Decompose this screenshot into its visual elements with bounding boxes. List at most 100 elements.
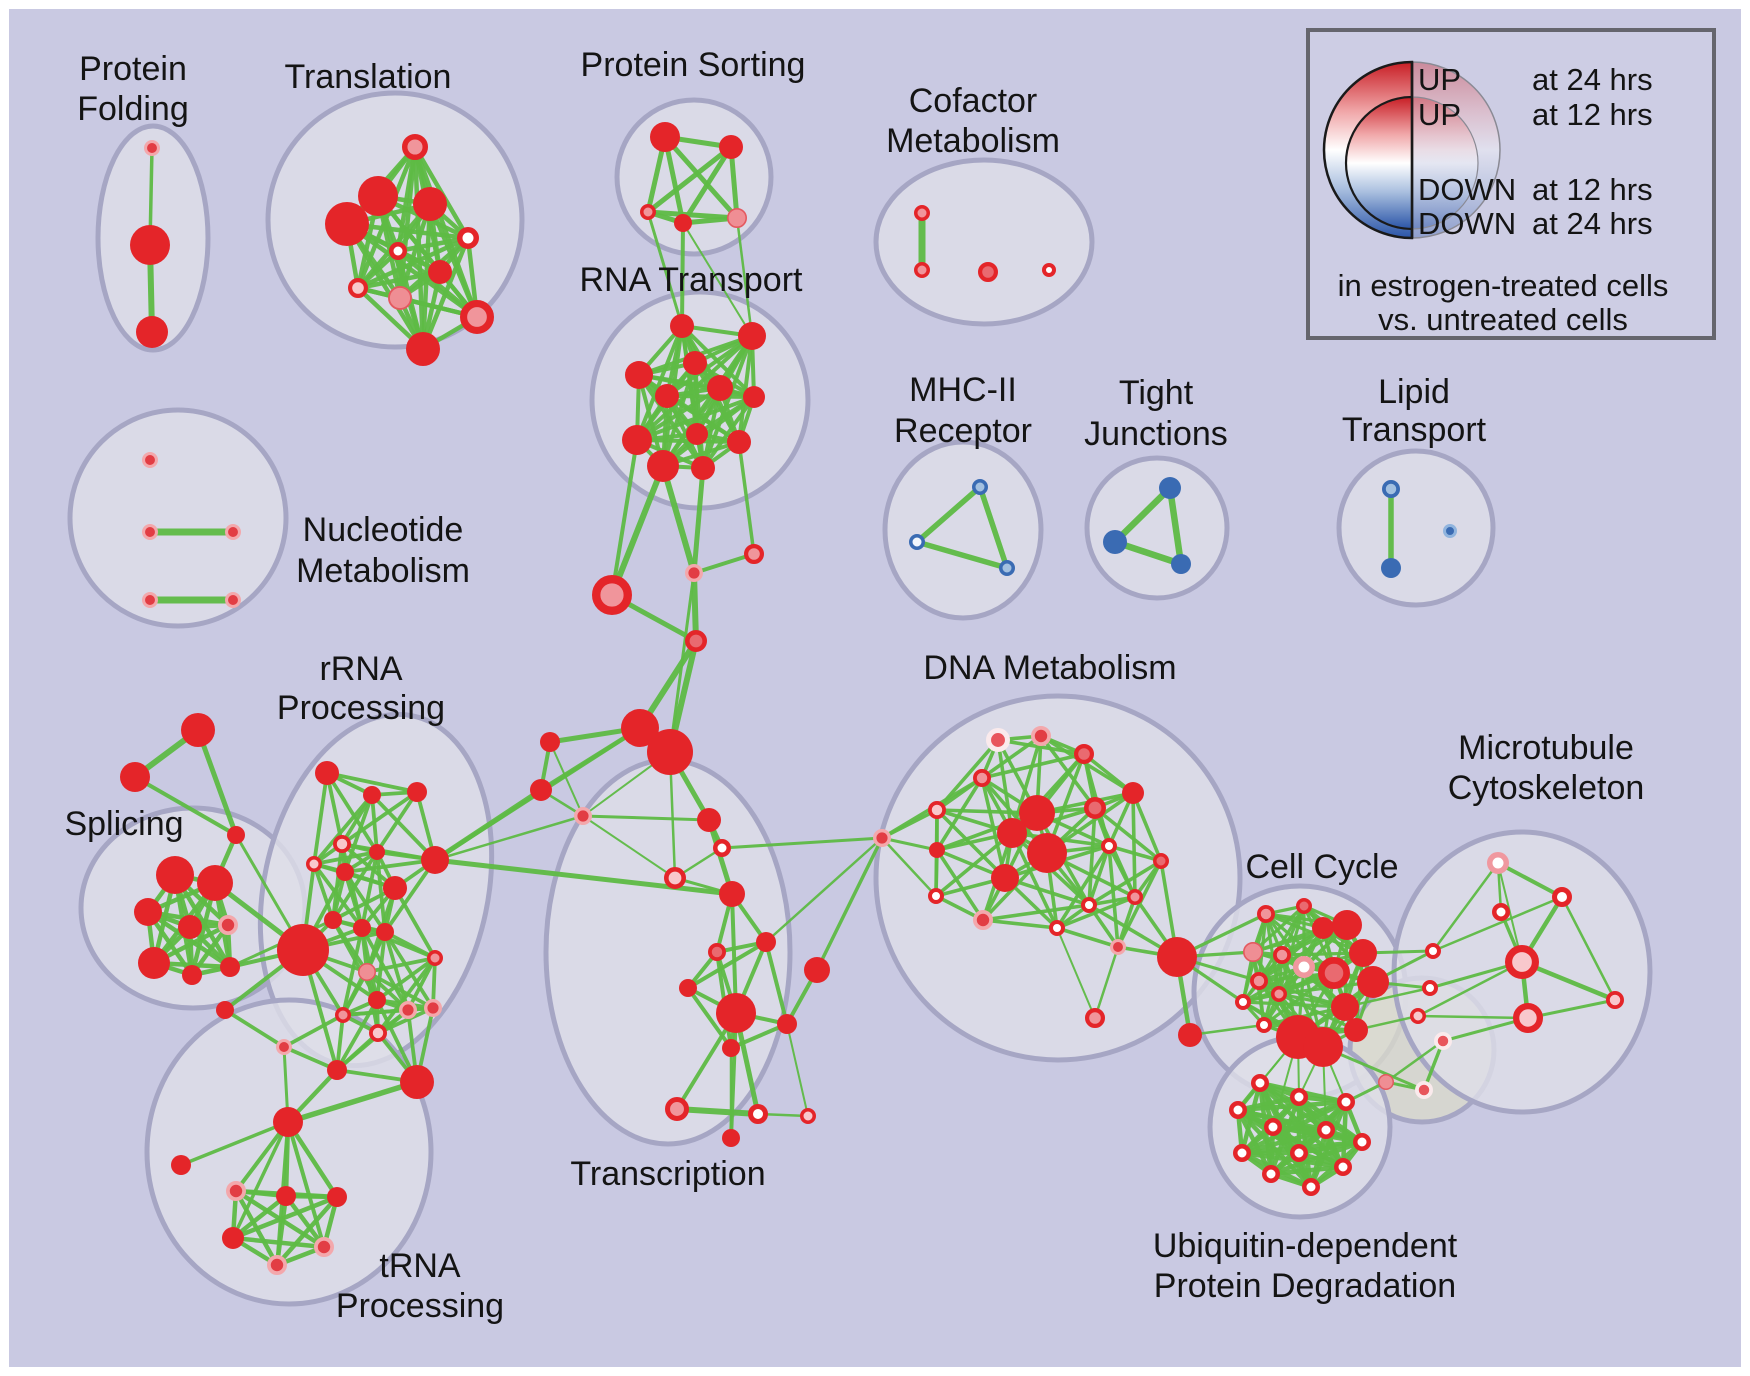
- node-spt2[interactable]: [120, 762, 150, 792]
- node-t5[interactable]: [457, 227, 479, 249]
- node-m2[interactable]: [909, 534, 925, 550]
- node-cc8[interactable]: [1317, 956, 1350, 989]
- node-ub9[interactable]: [1290, 1144, 1308, 1162]
- node-th3[interactable]: [327, 1187, 347, 1207]
- node-trh[interactable]: [273, 1107, 303, 1137]
- node-ps5[interactable]: [726, 208, 747, 229]
- node-tc3[interactable]: [663, 866, 686, 889]
- node-dm1[interactable]: [986, 728, 1011, 753]
- node-ub4[interactable]: [1229, 1101, 1247, 1119]
- node-cc14[interactable]: [1256, 1017, 1272, 1033]
- node-cc6[interactable]: [1273, 946, 1292, 965]
- node-mt6[interactable]: [1606, 991, 1625, 1010]
- node-ch7[interactable]: [574, 807, 593, 826]
- node-rr22[interactable]: [400, 1065, 434, 1099]
- node-dm3[interactable]: [1073, 743, 1094, 764]
- node-sp7[interactable]: [182, 965, 202, 985]
- node-lt3[interactable]: [1443, 524, 1457, 538]
- node-mt3[interactable]: [1492, 903, 1510, 921]
- node-mt5[interactable]: [1513, 1003, 1544, 1034]
- node-sp2[interactable]: [197, 865, 233, 901]
- node-trl[interactable]: [171, 1155, 191, 1175]
- node-rt12[interactable]: [691, 456, 715, 480]
- node-ps2[interactable]: [719, 135, 743, 159]
- node-dm16[interactable]: [973, 910, 994, 931]
- node-rr7[interactable]: [369, 844, 385, 860]
- node-rr14[interactable]: [216, 1001, 234, 1019]
- node-cc7[interactable]: [1293, 956, 1315, 978]
- node-sp3[interactable]: [134, 898, 162, 926]
- node-rr21[interactable]: [275, 1039, 292, 1056]
- node-rt3[interactable]: [625, 361, 653, 389]
- node-rr19[interactable]: [423, 999, 442, 1018]
- node-pf3[interactable]: [136, 316, 168, 348]
- node-dm8[interactable]: [1019, 795, 1055, 831]
- node-cc10[interactable]: [1357, 966, 1389, 998]
- node-ch4[interactable]: [684, 629, 707, 652]
- node-rt7[interactable]: [743, 386, 765, 408]
- node-tc5[interactable]: [756, 932, 776, 952]
- node-hub1[interactable]: [621, 709, 659, 747]
- node-pf2[interactable]: [130, 225, 170, 265]
- node-rt1[interactable]: [670, 314, 694, 338]
- node-rrh[interactable]: [277, 924, 329, 976]
- node-rr20[interactable]: [327, 1060, 347, 1080]
- node-rt5[interactable]: [707, 375, 733, 401]
- node-rt11[interactable]: [647, 450, 679, 482]
- node-rr16[interactable]: [368, 991, 386, 1009]
- node-th5[interactable]: [313, 1237, 334, 1258]
- node-rhub[interactable]: [421, 846, 449, 874]
- node-spt3[interactable]: [227, 826, 245, 844]
- node-t10[interactable]: [460, 300, 495, 335]
- node-tj3[interactable]: [1171, 554, 1191, 574]
- node-tc9[interactable]: [716, 993, 756, 1033]
- node-hub2[interactable]: [647, 729, 693, 775]
- node-ub2[interactable]: [1290, 1088, 1308, 1106]
- node-rr12[interactable]: [427, 950, 443, 966]
- node-mt2[interactable]: [1552, 887, 1572, 907]
- node-dm9[interactable]: [997, 818, 1027, 848]
- node-th4[interactable]: [222, 1227, 244, 1249]
- node-cf3[interactable]: [977, 262, 998, 283]
- node-ub5[interactable]: [1264, 1118, 1282, 1136]
- node-dm2[interactable]: [1031, 726, 1052, 747]
- node-ub7[interactable]: [1353, 1133, 1371, 1151]
- node-ch3[interactable]: [592, 575, 633, 616]
- node-rr4[interactable]: [333, 835, 352, 854]
- node-nm3[interactable]: [225, 524, 242, 541]
- node-dm5[interactable]: [1122, 782, 1144, 804]
- node-tc14[interactable]: [800, 1108, 816, 1124]
- node-cf4[interactable]: [1042, 263, 1056, 277]
- node-sp1[interactable]: [156, 856, 194, 894]
- node-rr17[interactable]: [369, 1024, 388, 1043]
- node-ch5[interactable]: [540, 732, 560, 752]
- node-t6[interactable]: [389, 242, 407, 260]
- node-dm12[interactable]: [929, 842, 945, 858]
- node-cc11[interactable]: [1250, 972, 1269, 991]
- node-rr13[interactable]: [358, 963, 376, 981]
- node-nm1[interactable]: [142, 451, 159, 468]
- node-dm19[interactable]: [1127, 889, 1143, 905]
- node-br6[interactable]: [1415, 1081, 1434, 1100]
- node-sp6[interactable]: [138, 947, 170, 979]
- node-ub6[interactable]: [1317, 1121, 1335, 1139]
- node-rr18[interactable]: [398, 1001, 417, 1020]
- node-ps1[interactable]: [650, 122, 680, 152]
- node-cc1[interactable]: [1257, 905, 1276, 924]
- node-mt4[interactable]: [1504, 945, 1539, 980]
- node-ub3[interactable]: [1337, 1093, 1355, 1111]
- node-tc10[interactable]: [777, 1014, 797, 1034]
- node-t1[interactable]: [402, 133, 429, 160]
- node-mt1[interactable]: [1487, 852, 1509, 874]
- node-t9[interactable]: [387, 285, 412, 310]
- node-nm5[interactable]: [225, 592, 242, 609]
- node-tc11[interactable]: [722, 1039, 740, 1057]
- node-tc13[interactable]: [748, 1104, 768, 1124]
- node-rr6[interactable]: [336, 863, 354, 881]
- node-t2[interactable]: [358, 176, 398, 216]
- node-cc12[interactable]: [1271, 986, 1287, 1002]
- node-rr15[interactable]: [335, 1007, 351, 1023]
- node-tc12[interactable]: [665, 1097, 690, 1122]
- node-dm15[interactable]: [928, 888, 944, 904]
- node-th1[interactable]: [225, 1181, 246, 1202]
